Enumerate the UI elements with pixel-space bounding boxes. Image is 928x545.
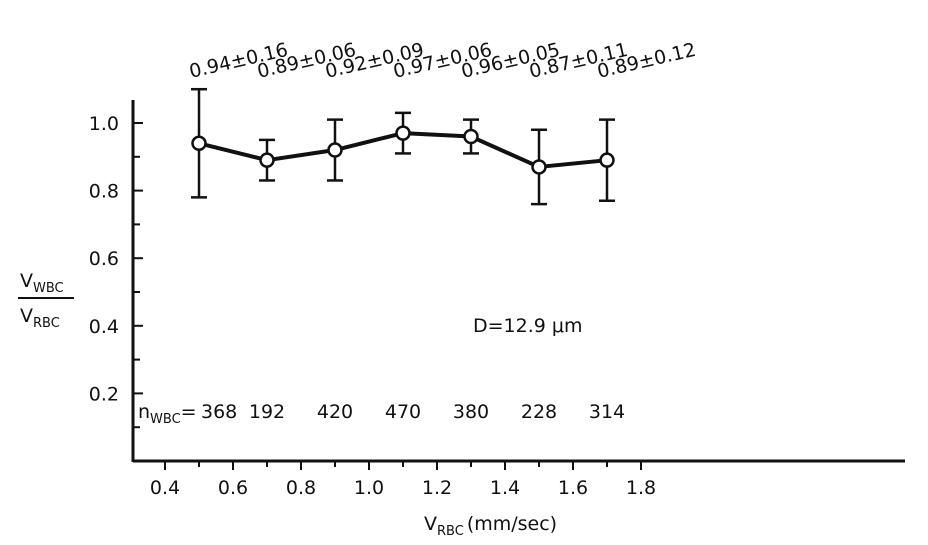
x-tick-label: 0.8 <box>286 477 316 499</box>
x-tick-label: 1.2 <box>422 477 452 499</box>
count-label: 192 <box>249 401 285 423</box>
y-axis-title: VWBC VRBC <box>18 270 74 331</box>
y-tick-label: 1.0 <box>89 113 119 135</box>
count-label: 470 <box>385 401 421 423</box>
count-label: 228 <box>521 401 557 423</box>
x-tick-label: 1.8 <box>626 477 656 499</box>
svg-text:VRBC(mm/sec): VRBC (mm/sec) <box>424 513 557 539</box>
x-title-sub: RBC <box>437 524 464 539</box>
y-title-den-sub: RBC <box>33 316 60 331</box>
y-tick-label: 0.6 <box>89 248 119 270</box>
counts-label-eq: = <box>181 401 197 423</box>
counts-prefix-label: nWBC= <box>138 401 197 427</box>
y-title-den: V <box>20 305 33 327</box>
counts-label-n: n <box>138 401 150 423</box>
y-ticks: 0.2 0.4 0.6 0.8 1.0 <box>89 113 143 429</box>
svg-text:VWBC: VWBC <box>20 270 64 296</box>
data-point <box>531 159 547 175</box>
x-tick-label: 1.4 <box>490 477 520 499</box>
x-ticks: 0.4 0.6 0.8 1.0 1.2 1.4 1.6 1.8 <box>150 461 656 499</box>
y-tick-label: 0.8 <box>89 181 119 203</box>
x-tick-label: 0.6 <box>218 477 248 499</box>
x-tick-label: 1.6 <box>558 477 588 499</box>
data-point <box>599 152 615 168</box>
count-label: 420 <box>317 401 353 423</box>
data-point <box>259 152 275 168</box>
counts-label-sub: WBC <box>150 412 181 427</box>
data-point <box>191 135 207 152</box>
x-tick-label: 1.0 <box>354 477 384 499</box>
annotation-diameter: D=12.9 μm <box>473 315 583 337</box>
count-label: 314 <box>589 401 625 423</box>
svg-text:nWBC=: nWBC= <box>138 401 197 427</box>
x-axis-title: VRBC (mm/sec) <box>424 513 557 539</box>
y-tick-label: 0.2 <box>89 383 119 405</box>
plot-area <box>131 100 905 463</box>
x-tick-label: 0.4 <box>150 477 180 499</box>
y-title-num: V <box>20 270 33 292</box>
data-point <box>327 142 343 158</box>
data-point <box>463 128 479 145</box>
y-tick-label: 0.4 <box>89 316 119 338</box>
value-labels: 0.94±0.160.89±0.060.92±0.090.97±0.060.96… <box>187 39 698 83</box>
count-label: 368 <box>201 401 237 423</box>
svg-text:VRBC: VRBC <box>20 305 60 331</box>
y-title-num-sub: WBC <box>33 281 64 296</box>
count-labels: 368 192 420 470 380 228 314 <box>201 401 625 423</box>
series-layer <box>191 87 615 206</box>
x-title-v: V <box>424 513 437 535</box>
x-title-unit: (mm/sec) <box>467 513 557 535</box>
data-point <box>395 125 411 141</box>
count-label: 380 <box>453 401 489 423</box>
